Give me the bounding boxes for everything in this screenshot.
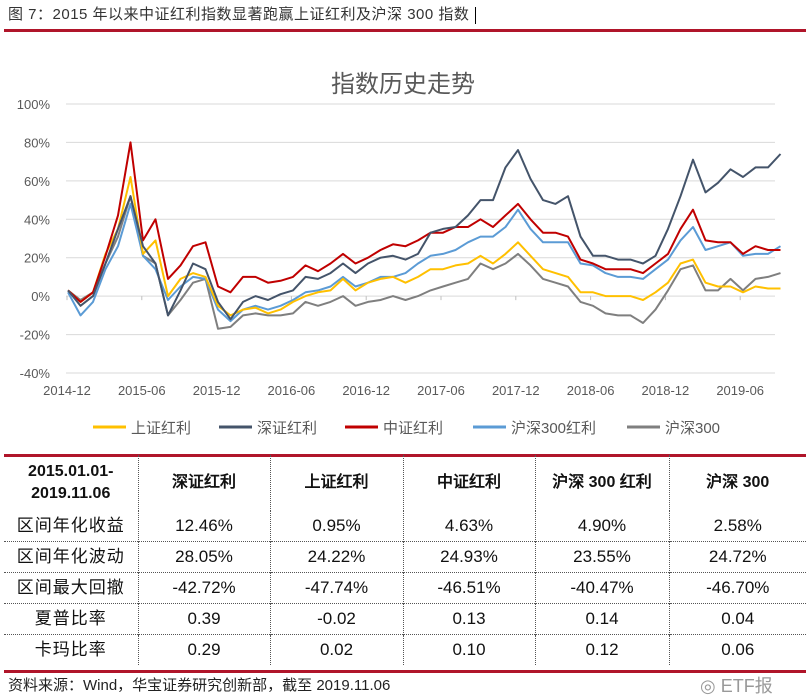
watermark: ◎ ETF报 (700, 676, 773, 696)
y-tick-label: 100% (17, 97, 51, 112)
table-cell: 0.14 (534, 603, 669, 635)
row-label: 区间最大回撤 (16, 578, 125, 597)
period-end: 2019.11.06 (31, 485, 111, 502)
x-tick-label: 2018-12 (642, 383, 690, 398)
y-tick-label: 60% (24, 174, 50, 189)
table-cell: 0.95% (269, 511, 403, 542)
period-start: 2015.01.01- (28, 463, 114, 480)
table-row: 区间年化收益 12.46% 0.95% 4.63% 4.90% 2.58% (4, 511, 806, 542)
table-row: 卡玛比率 0.29 0.02 0.10 0.12 0.06 (4, 634, 806, 665)
table-cell: 0.39 (137, 603, 270, 635)
table-header-row: 2015.01.01- 2019.11.06 深证红利 上证红利 中证红利 沪深 … (4, 455, 806, 511)
series-line-3 (67, 202, 782, 323)
table-row: 区间年化波动 28.05% 24.22% 24.93% 23.55% 24.72% (4, 541, 806, 573)
column-header: 深证红利 (137, 455, 270, 511)
table-cell: 24.72% (668, 541, 806, 573)
stats-table: 2015.01.01- 2019.11.06 深证红利 上证红利 中证红利 沪深 … (4, 455, 806, 665)
y-tick-label: 80% (24, 135, 50, 150)
legend-label: 中证红利 (383, 420, 443, 437)
caption-text: 图 7：2015 年以来中证红利指数显著跑赢上证红利及沪深 300 指数 (8, 6, 470, 23)
line-chart: 指数历史走势 100% 80% 60% 40% 20% 0% -20% -40% 2014-12 2… (17, 71, 782, 437)
x-tick-label: 2015-12 (193, 383, 241, 398)
table-cell: 12.46% (137, 511, 270, 542)
chart-title: 指数历史走势 (331, 71, 475, 98)
row-label: 区间年化收益 (16, 516, 125, 535)
column-header: 沪深 300 (668, 455, 806, 511)
table-cell: 0.13 (402, 603, 535, 635)
x-tick-label: 2017-06 (417, 383, 465, 398)
table-cell: -47.74% (269, 572, 403, 604)
y-tick-label: 20% (24, 251, 50, 266)
series-line-0 (67, 176, 781, 317)
table-cell: 0.29 (137, 634, 270, 665)
table-cell: -42.72% (137, 572, 270, 604)
x-tick-label: 2014-12 (43, 383, 91, 398)
table-cell: -0.02 (269, 603, 403, 635)
y-tick-label: -20% (20, 328, 51, 343)
table-cell: 4.63% (402, 511, 535, 542)
table-cell: -46.51% (402, 572, 535, 604)
table-cell: -40.47% (534, 572, 669, 604)
table-row: 夏普比率 0.39 -0.02 0.13 0.14 0.04 (4, 603, 806, 635)
table-cell: -46.70% (668, 572, 806, 604)
series-line-4 (67, 195, 781, 330)
table-cell: 2.58% (668, 511, 806, 542)
table-cell: 24.22% (269, 541, 403, 573)
header-period: 2015.01.01- 2019.11.06 (4, 455, 138, 511)
column-header: 中证红利 (402, 455, 535, 511)
series-line-2 (67, 141, 781, 303)
y-tick-label: 40% (24, 212, 50, 227)
legend-label: 沪深300红利 (511, 420, 596, 437)
row-label: 夏普比率 (34, 609, 107, 628)
x-tick-label: 2017-12 (492, 383, 540, 398)
source-note: 资料来源：Wind，华宝证券研究创新部，截至 2019.11.06 (8, 677, 391, 694)
legend-label: 上证红利 (131, 420, 191, 437)
caption-rule (4, 29, 806, 32)
y-tick-label: 0% (31, 289, 50, 304)
table-cell: 24.93% (402, 541, 535, 573)
table-cell: 0.06 (668, 634, 806, 665)
table-bottom-rule (4, 670, 806, 673)
text-cursor (475, 6, 477, 24)
x-tick-label: 2016-06 (268, 383, 316, 398)
row-label: 卡玛比率 (34, 640, 107, 659)
y-tick-label: -40% (20, 366, 51, 381)
row-label: 区间年化波动 (16, 547, 125, 566)
x-tick-label: 2018-06 (567, 383, 615, 398)
legend-label: 深证红利 (257, 420, 317, 437)
x-tick-label: 2016-12 (342, 383, 390, 398)
x-tick-label: 2019-06 (716, 383, 764, 398)
table-cell: 0.12 (534, 634, 669, 665)
table-cell: 4.90% (534, 511, 669, 542)
table-cell: 0.10 (402, 634, 535, 665)
watermark-text: ETF报 (720, 676, 773, 696)
table-row: 区间最大回撤 -42.72% -47.74% -46.51% -40.47% -46.70… (4, 572, 806, 604)
legend-label: 沪深300 (665, 420, 720, 437)
table-cell: 23.55% (534, 541, 669, 573)
column-header: 沪深 300 红利 (534, 455, 669, 511)
series-line-1 (67, 149, 782, 321)
table-cell: 28.05% (137, 541, 270, 573)
table-cell: 0.02 (269, 634, 403, 665)
figure-caption: 图 7：2015 年以来中证红利指数显著跑赢上证红利及沪深 300 指数 (8, 6, 477, 24)
table-cell: 0.04 (668, 603, 806, 635)
x-tick-label: 2015-06 (118, 383, 166, 398)
wechat-icon: ◎ (700, 676, 716, 696)
column-header: 上证红利 (269, 455, 403, 511)
